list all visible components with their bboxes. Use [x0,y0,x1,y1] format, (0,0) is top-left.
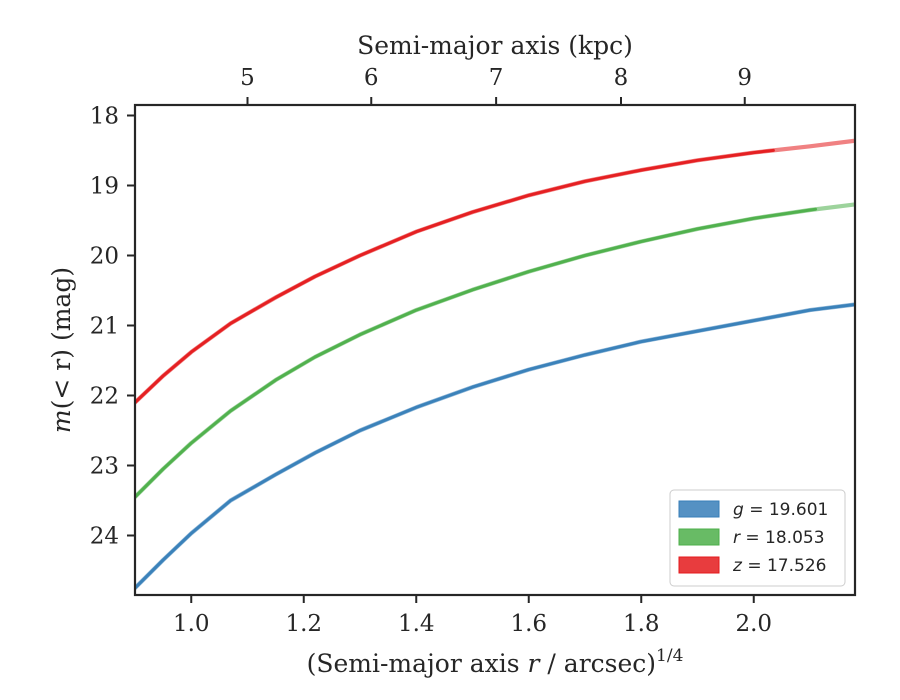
legend-value-g: = 19.601 [744,500,829,520]
top-tick-label: 9 [737,65,752,91]
legend-swatch-g [678,500,720,518]
top-tick-label: 8 [614,65,629,91]
y-tick-label: 19 [90,174,119,200]
legend-swatch-z [678,556,720,574]
x-tick-label: 1.4 [398,611,435,637]
legend-label-z: z = 17.526 [732,556,826,576]
top-tick-label: 7 [489,65,504,91]
legend-swatch-r [678,528,720,546]
x-axis-title-post: / arcsec) [539,649,656,678]
series-line-z-band [135,138,855,405]
x-axis-title-pre: (Semi-major axis [307,649,528,678]
x-tick-label: 1.6 [510,611,547,637]
x-axis-title-sup: 1/4 [656,646,683,666]
plot-frame [133,103,857,597]
legend-var-z: z [732,556,743,576]
x-axis-title: (Semi-major axis r / arcsec)1/4 [307,646,684,678]
x-tick-label: 1.0 [173,611,210,637]
x-tick-label: 1.2 [285,611,322,637]
series-line-r [135,207,818,499]
legend-label-g: g = 19.601 [733,500,828,520]
top-axis-title: Semi-major axis (kpc) [357,31,633,60]
x-tick-label: 2.0 [735,611,772,637]
legend-value-z: = 17.526 [742,556,827,576]
x-axis-title-var: r [528,649,542,678]
y-tick-label: 21 [90,314,119,340]
y-axis-title: m(< r) (mag) [47,267,76,433]
legend-var-g: g [733,500,744,520]
series-line-r-band [135,202,855,500]
y-axis-title-post: (< r) (mag) [47,267,76,409]
series-line-z [135,148,775,404]
top-tick-label: 6 [364,65,379,91]
series-lines [135,138,855,591]
y-axis-title-var: m [47,409,76,433]
y-tick-label: 20 [90,244,119,270]
y-tick-label: 24 [90,524,119,550]
legend-value-r: = 18.053 [740,528,825,548]
y-tick-label: 23 [90,454,119,480]
legend-var-r: r [733,528,741,548]
y-tick-label: 22 [90,384,119,410]
legend-label-r: r = 18.053 [733,528,825,548]
y-tick-label: 18 [90,104,119,130]
top-tick-label: 5 [240,65,255,91]
series-line-g [135,303,855,590]
x-tick-label: 1.8 [623,611,660,637]
